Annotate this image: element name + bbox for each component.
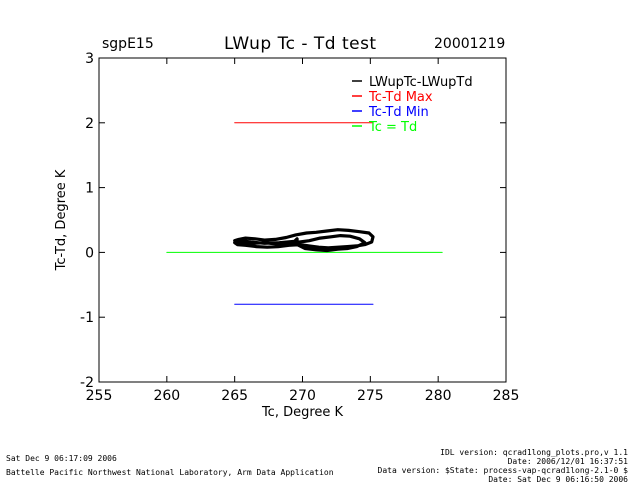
lab-credit: Battelle Pacific Northwest National Labo… [6, 468, 334, 477]
run-timestamp: Sat Dec 9 06:17:09 2006 [6, 454, 117, 463]
y-axis-label: Tc-Td, Degree K [54, 169, 69, 271]
y-tick-label: 0 [85, 245, 94, 261]
x-tick-label: 275 [357, 388, 384, 404]
x-tick-label: 255 [86, 388, 113, 404]
version-info: IDL version: qcrad1long_plots.pro,v 1.1 … [378, 448, 628, 484]
y-tick-label: -2 [80, 375, 94, 391]
x-tick-label: 280 [425, 388, 452, 404]
plot-frame [98, 57, 507, 383]
series-line-lwup [233, 228, 375, 253]
version-line: Data version: $State: process-vap-qcrad1… [377, 466, 628, 475]
legend-label: Tc = Td [368, 120, 417, 135]
legend-label: Tc-Td Max [368, 90, 433, 105]
x-axis-label: Tc, Degree K [261, 405, 344, 420]
y-tick-label: -1 [80, 310, 94, 326]
date-label: 20001219 [434, 36, 506, 52]
legend-label: LWupTc-LWupTd [369, 75, 473, 90]
y-tick-label: 3 [85, 51, 94, 67]
x-tick-label: 285 [493, 388, 520, 404]
legend-label: Tc-Td Min [368, 105, 429, 120]
x-tick-label: 260 [153, 388, 180, 404]
y-tick-label: 1 [85, 181, 94, 197]
chart-title: LWup Tc - Td test [224, 34, 377, 54]
x-tick-label: 270 [289, 388, 316, 404]
x-tick-label: 265 [221, 388, 248, 404]
y-tick-label: 2 [85, 116, 94, 132]
version-line: Date: 2006/12/01 16:37:51 [507, 457, 628, 466]
version-line: IDL version: qcrad1long_plots.pro,v 1.1 [440, 448, 628, 457]
site-label: sgpE15 [102, 36, 154, 52]
